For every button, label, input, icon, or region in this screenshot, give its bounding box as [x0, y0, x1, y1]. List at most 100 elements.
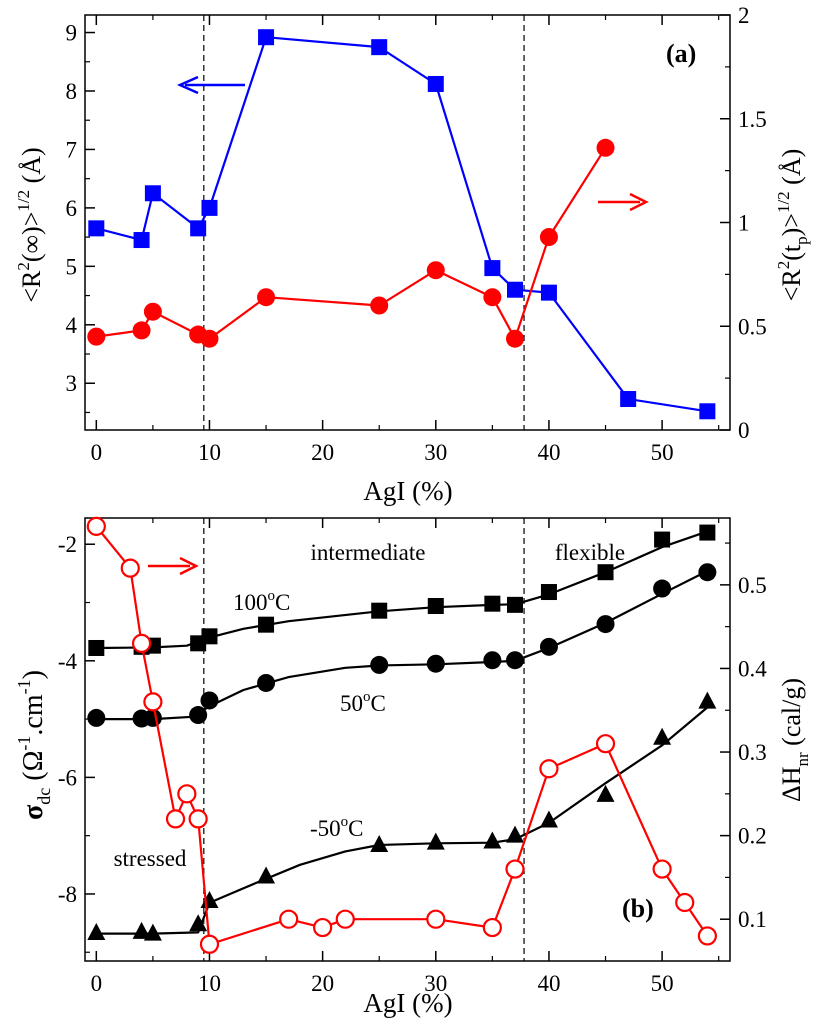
50oc-point [698, 563, 717, 582]
r2-1-2-point [620, 391, 637, 408]
100oc-point [507, 596, 523, 613]
left-y-tick-label: 7 [66, 137, 78, 162]
series-minus-50c [87, 691, 717, 941]
right-y-tick-label: 0.5 [738, 314, 767, 339]
r2-tp-1-2-point [483, 288, 502, 307]
x-tick-label: 10 [198, 440, 221, 465]
r2-tp-1-2-point [132, 321, 151, 340]
right-y-tick-label: 0.3 [738, 740, 767, 765]
hnr-point [86, 516, 106, 536]
left-axis-arrow [176, 75, 245, 95]
panel-a: 0 10 20 30 40 50 3 4 5 6 7 8 9 0 0.5 1 1.5 2 (a) AgI (%… [14, 3, 811, 506]
50oc-point [257, 673, 276, 692]
panel-b-right-axis: 0.1 0.2 0.3 0.4 0.5 [720, 542, 767, 932]
left-y-tick-label: -4 [58, 649, 78, 674]
50oc-point [87, 923, 106, 941]
hnr-line [95, 525, 709, 946]
series-label-50c: 50oC [340, 689, 386, 716]
r2-tp-1-2-point [426, 261, 445, 280]
hnr-point [120, 558, 140, 578]
50oc-point [506, 651, 524, 670]
panel-b-right-y-label: ΔHnr (cal/g) [777, 678, 812, 802]
hnr-point [143, 692, 163, 712]
panel-b-boundary-lines [203, 518, 525, 961]
r2-tp-1-2-point [257, 288, 276, 307]
r2-1-2-point [144, 185, 161, 202]
r2-1-2-line [96, 36, 708, 413]
r2-1-2-point [540, 284, 557, 301]
r2-1-2-point [88, 220, 105, 237]
right-y-tick-label: 1 [738, 211, 750, 236]
region-label-stressed: stressed [114, 846, 187, 871]
panel-b-x-axis: 0 10 20 30 40 50 [91, 518, 720, 996]
50oc-point [506, 825, 524, 843]
50oc-point [483, 831, 502, 849]
r2-1-2-point [371, 39, 388, 56]
panel-a-right-y-label: <R2(tp)>1/2 (Å) [774, 149, 811, 302]
series-label-minus-50c: -50oC [310, 814, 364, 841]
100oc-point [88, 639, 105, 656]
series-delta-hnr [86, 516, 717, 954]
left-y-tick-label: 9 [66, 21, 78, 46]
left-y-tick-label: 8 [66, 79, 78, 104]
hnr-point [595, 734, 616, 754]
panel-b-x-label: AgI (%) [363, 988, 452, 1018]
100oc-point [371, 602, 388, 619]
right-y-tick-label: 0.4 [738, 656, 767, 681]
r2-tp-1-2-point [87, 327, 106, 346]
right-y-tick-label: 0.1 [738, 907, 767, 932]
50oc-point [483, 651, 502, 670]
region-label-flexible: flexible [555, 540, 625, 565]
r2-1-2-point [258, 29, 275, 46]
50oc-point [653, 727, 672, 745]
panel-a-left-axis: 3 4 5 6 7 8 9 [66, 21, 95, 414]
hnr-point [652, 859, 672, 879]
x-tick-label: 0 [91, 440, 103, 465]
panel-a-x-axis: 0 10 20 30 40 50 [91, 15, 720, 465]
panel-a-frame [84, 14, 731, 431]
50oc-point [143, 708, 162, 727]
r2-tp-1-2-point [200, 329, 219, 348]
50oc-point [596, 615, 615, 634]
r2-1-2-point [133, 232, 150, 249]
100oc-point [484, 595, 501, 612]
left-y-tick-label: -8 [58, 882, 77, 907]
right-y-tick-label: 0.5 [738, 573, 767, 598]
r2-tp-1-2-point [370, 296, 389, 315]
50oc-point [87, 708, 106, 727]
panel-b-frame [84, 517, 731, 962]
50oc-point [596, 784, 615, 802]
hnr-point [188, 809, 208, 829]
hnr-point [482, 917, 502, 938]
r2-tp-1-2-line [96, 147, 607, 340]
panel-a-boundary-lines [203, 15, 525, 430]
x-tick-label: 40 [537, 971, 560, 996]
hnr-point [697, 926, 717, 946]
r2-tp-1-2-point [506, 329, 524, 348]
100oc-point [258, 616, 275, 633]
50oc-point [132, 921, 151, 939]
r2-1-2-point [190, 220, 207, 237]
100oc-point [201, 628, 218, 645]
100oc-point [597, 564, 614, 581]
x-tick-label: 20 [311, 971, 334, 996]
x-tick-label: 50 [651, 440, 674, 465]
hnr-point [426, 909, 446, 929]
r2-1-2-point [201, 199, 218, 216]
hnr-point [675, 892, 695, 913]
r2-tp-1-2-point [143, 302, 162, 321]
region-label-intermediate: intermediate [311, 540, 426, 565]
100oc-point [427, 598, 444, 615]
panel-b-left-y-label: σdc (Ω-1.cm-1) [14, 670, 54, 820]
r2-tp-1-2-point [539, 228, 558, 247]
left-y-tick-label: -2 [58, 532, 77, 557]
left-y-tick-label: 5 [66, 254, 78, 279]
50oc-point [189, 706, 208, 725]
50oc-point [539, 810, 558, 828]
series-50c [87, 563, 717, 728]
50oc-point [653, 579, 672, 598]
panel-a-right-axis: 0 0.5 1 1.5 2 [720, 3, 767, 443]
r2-1-2-point [507, 281, 523, 298]
x-tick-label: 0 [91, 971, 103, 996]
right-y-tick-label: 0.2 [738, 824, 767, 849]
